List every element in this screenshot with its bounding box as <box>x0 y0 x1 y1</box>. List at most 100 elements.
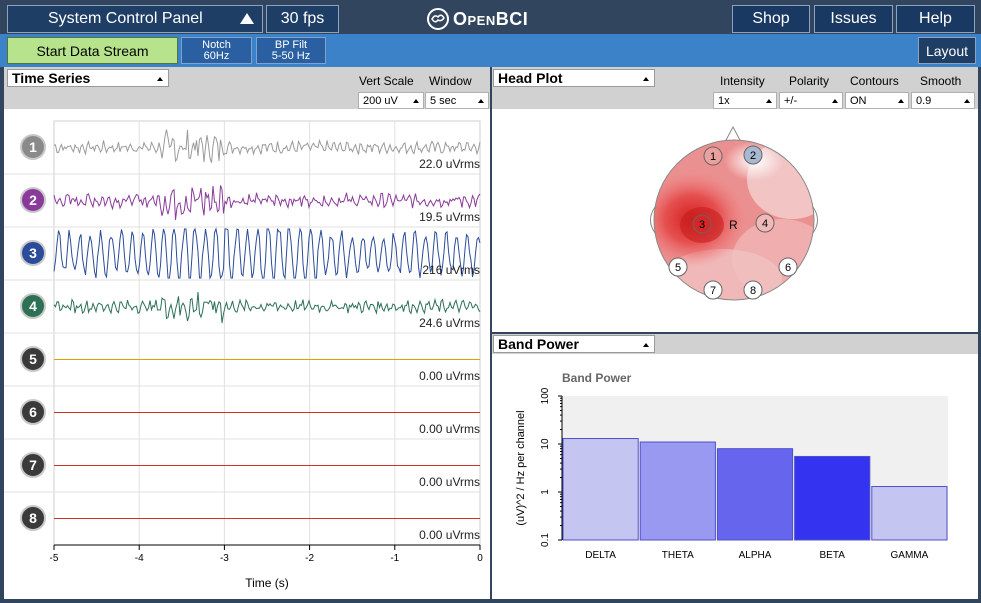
shop-button[interactable]: Shop <box>732 5 810 33</box>
window-label: Window <box>429 74 472 88</box>
chart-title: Band Power <box>562 371 632 385</box>
channel-7-rms: 0.00 uVrms <box>419 475 480 489</box>
time-series-title: Time Series <box>12 70 91 86</box>
channel-4-trace <box>53 292 481 324</box>
electrode-3 <box>692 214 712 234</box>
vert-scale-label: Vert Scale <box>359 74 414 88</box>
triangle-up-icon <box>240 13 254 24</box>
y-tick-label: 10 <box>540 438 551 450</box>
electrode-label-4: 4 <box>762 218 768 230</box>
bar-label-alpha: ALPHA <box>739 550 772 561</box>
fps-button[interactable]: 30 fps <box>266 5 339 33</box>
electrode-label-3: 3 <box>699 219 705 231</box>
channel-6-toggle[interactable]: 6 <box>20 399 46 425</box>
electrode-5 <box>668 257 688 277</box>
dropdown-arrow-icon <box>766 99 772 103</box>
electrode-group: 1 2 3 4 5 6 7 8 <box>668 145 798 300</box>
channel-7-toggle[interactable]: 7 <box>20 452 46 478</box>
issues-button[interactable]: Issues <box>814 5 893 33</box>
bar-beta <box>794 455 871 541</box>
y-tick-label: 1 <box>540 489 551 495</box>
reference-label: R <box>729 218 738 232</box>
bar-gamma <box>871 486 948 541</box>
y-tick-label: 100 <box>540 387 551 404</box>
brain-icon <box>427 8 449 30</box>
head-plot-dropdown[interactable]: Head Plot <box>493 69 655 87</box>
intensity-label: Intensity <box>720 74 765 88</box>
dropdown-arrow-icon <box>643 77 649 81</box>
vert-scale-dropdown[interactable]: 200 uV <box>358 92 424 109</box>
bar-delta <box>562 438 639 541</box>
channel-3-trace <box>53 227 481 280</box>
dropdown-arrow-icon <box>898 99 904 103</box>
time-series-panel: Time Series Vert Scale Window 200 uV 5 s… <box>4 67 490 599</box>
time-series-overlay: 1 22.0 uVrms 2 19.5 uVrms 3 216 uVrms 4 24.6 uV… <box>4 119 490 599</box>
x-tick-label: -5 <box>50 553 59 564</box>
window-dropdown[interactable]: 5 sec <box>425 92 489 109</box>
band-power-dropdown[interactable]: Band Power <box>493 335 655 353</box>
logo-text: OpenBCI <box>453 8 529 29</box>
system-control-panel-label: System Control Panel <box>48 10 203 27</box>
channel-1-rms: 22.0 uVrms <box>419 157 480 171</box>
head-plot-title: Head Plot <box>498 70 563 86</box>
time-series-plot: -5 -4 -3 -2 -1 0 Time (s) <box>4 120 483 590</box>
bar-label-beta: BETA <box>820 550 846 561</box>
band-power-dropdown-label: Band Power <box>498 336 579 352</box>
y-tick-label: 0.1 <box>540 533 551 547</box>
intensity-dropdown[interactable]: 1x <box>713 92 777 109</box>
smooth-dropdown[interactable]: 0.9 <box>911 92 975 109</box>
electrode-4 <box>755 213 775 233</box>
bar-label-theta: THETA <box>662 550 694 561</box>
bar-alpha <box>716 448 794 541</box>
dropdown-arrow-icon <box>413 99 419 103</box>
channel-8-toggle[interactable]: 8 <box>20 505 46 531</box>
polarity-value: +/- <box>784 94 798 107</box>
smooth-label: Smooth <box>920 74 962 88</box>
head-map: R 1 2 3 4 5 6 7 8 <box>650 125 818 301</box>
system-control-panel-button[interactable]: System Control Panel <box>7 5 263 33</box>
bar-label-gamma: GAMMA <box>891 550 929 561</box>
electrode-label-6: 6 <box>785 262 791 274</box>
channel-8-rms: 0.00 uVrms <box>419 528 480 542</box>
channel-5-toggle[interactable]: 5 <box>20 346 46 372</box>
x-tick-label: -4 <box>135 553 144 564</box>
channel-2-toggle[interactable]: 2 <box>20 187 46 213</box>
channel-1-toggle[interactable]: 1 <box>20 134 46 160</box>
electrode-7 <box>703 280 723 300</box>
start-data-stream-button[interactable]: Start Data Stream <box>7 37 178 64</box>
notch-label: Notch <box>202 38 231 51</box>
band-power-header: Band Power <box>492 334 978 354</box>
polarity-label: Polarity <box>789 74 830 88</box>
dropdown-arrow-icon <box>478 99 484 103</box>
head-plot-panel: Head Plot Intensity Polarity Contours Sm… <box>492 67 978 332</box>
electrode-1 <box>703 146 723 166</box>
help-button[interactable]: Help <box>896 5 975 33</box>
channel-2-rms: 19.5 uVrms <box>419 210 480 224</box>
band-power-panel: Band Power Band Power 100 10 1 0.1 (uV)^2 / H… <box>492 334 978 599</box>
smooth-value: 0.9 <box>916 94 932 107</box>
channel-5-rms: 0.00 uVrms <box>419 369 480 383</box>
time-series-header: Time Series Vert Scale Window 200 uV 5 s… <box>4 67 490 109</box>
time-series-dropdown[interactable]: Time Series <box>7 69 169 87</box>
polarity-dropdown[interactable]: +/- <box>779 92 843 109</box>
dropdown-arrow-icon <box>832 99 838 103</box>
channel-3-toggle[interactable]: 3 <box>20 240 46 266</box>
electrode-label-1: 1 <box>710 151 716 163</box>
channel-2-trace <box>53 185 481 220</box>
layout-button[interactable]: Layout <box>918 37 976 64</box>
electrode-label-7: 7 <box>710 285 716 297</box>
channel-3-rms: 216 uVrms <box>422 263 480 277</box>
electrode-2 <box>743 145 763 165</box>
contours-dropdown[interactable]: ON <box>845 92 909 109</box>
channel-1-trace <box>53 129 481 163</box>
contours-value: ON <box>850 94 867 107</box>
control-bar: Start Data Stream Notch 60Hz BP Filt 5-5… <box>0 34 981 67</box>
dropdown-arrow-icon <box>964 99 970 103</box>
notch-filter-button[interactable]: Notch 60Hz <box>181 37 252 64</box>
electrode-label-8: 8 <box>750 285 756 297</box>
dropdown-arrow-icon <box>157 77 163 81</box>
electrode-6 <box>778 257 798 277</box>
bandpass-filter-button[interactable]: BP Filt 5-50 Hz <box>256 37 326 64</box>
dropdown-arrow-icon <box>643 343 649 347</box>
channel-4-toggle[interactable]: 4 <box>20 293 46 319</box>
